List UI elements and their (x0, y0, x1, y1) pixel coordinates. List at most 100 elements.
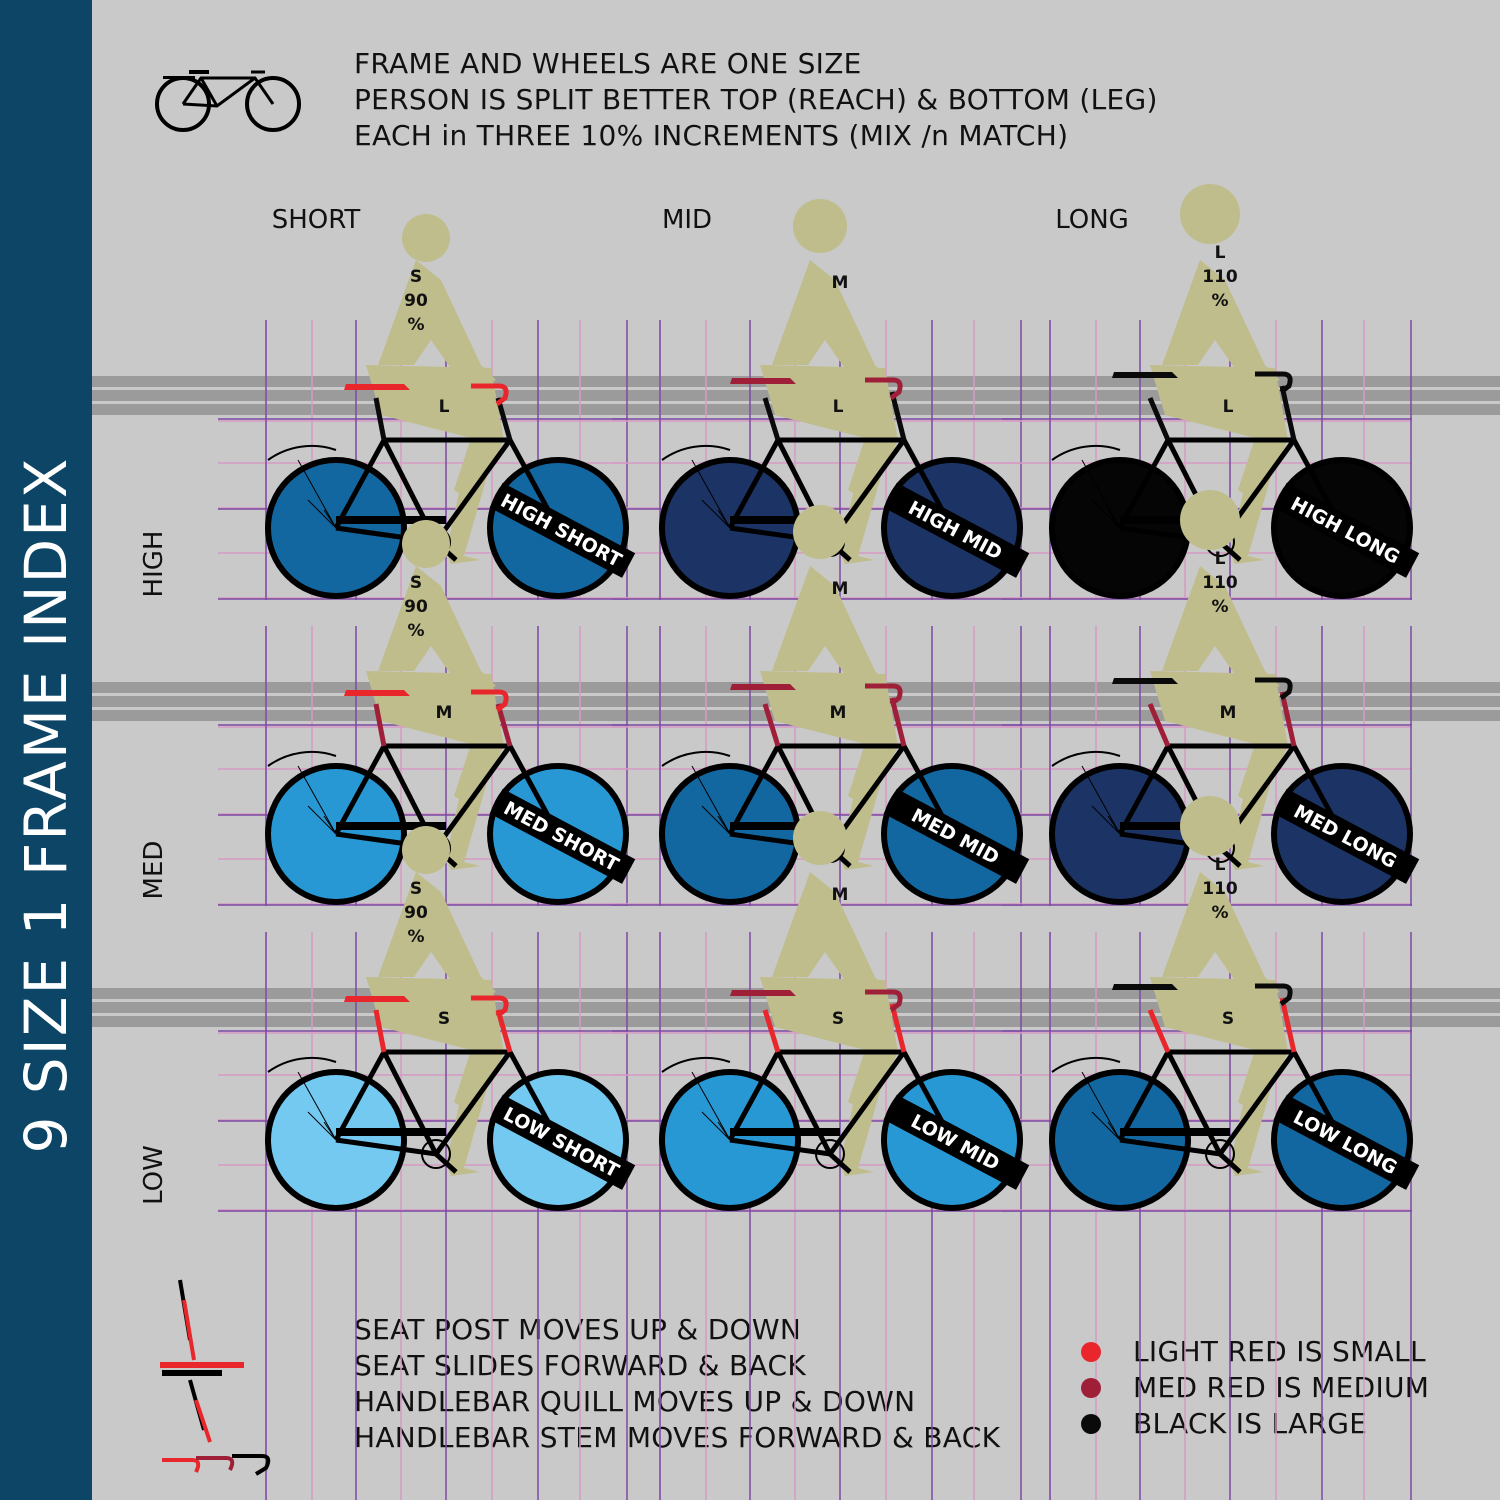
crank (421, 1139, 451, 1169)
handlebar (1255, 677, 1293, 700)
wheel-label-bg (883, 788, 1030, 884)
wheel-label-bg (489, 1094, 636, 1190)
handlebar-stem (889, 391, 907, 441)
crank (1205, 1139, 1235, 1169)
legend-label-large: BLACK IS LARGE (1133, 1407, 1368, 1440)
chain-guard (336, 516, 446, 524)
seat-post (762, 703, 781, 747)
chain-guard (1120, 516, 1230, 524)
torso-size-label: L (1215, 549, 1226, 569)
column-header: LONG (1055, 205, 1129, 235)
spoke (297, 765, 337, 835)
handlebar-stem (1279, 997, 1297, 1053)
frame-top (1117, 1049, 1345, 1142)
seat-post (1147, 397, 1171, 441)
wheel-label-bg (1273, 1094, 1420, 1190)
rider-leg (840, 744, 890, 870)
seat (344, 690, 410, 696)
pedal-arm (434, 1152, 458, 1174)
leg-size-label: L (1223, 397, 1234, 417)
rear-fender (661, 1057, 731, 1073)
handlebar-stem (889, 697, 907, 747)
seat-post (373, 703, 387, 747)
torso-size-label: M (832, 885, 849, 905)
wheel-label-bg (1273, 482, 1420, 578)
rider-head (793, 199, 847, 253)
seat-tube (775, 1050, 833, 1156)
chain-guard (336, 822, 446, 830)
handlebar-stem (1279, 691, 1297, 747)
icon-rack (163, 76, 195, 79)
row-header: HIGH (139, 531, 169, 598)
seat (344, 384, 410, 390)
torso-size-label: M (832, 273, 849, 293)
torso-size-label: S (410, 267, 422, 287)
seat-post (762, 1009, 781, 1053)
handlebar-stem (1279, 385, 1297, 441)
column-header: SHORT (272, 205, 361, 235)
handlebar (471, 383, 509, 406)
legend-label-medium: MED RED IS MEDIUM (1133, 1371, 1430, 1404)
row-header: LOW (139, 1145, 169, 1205)
torso-size-label: % (1211, 291, 1228, 311)
icon-seat-black (162, 1370, 222, 1376)
torso-size-label: 90 (404, 597, 428, 617)
torso-size-label: S (410, 879, 422, 899)
spoke (1081, 1071, 1121, 1141)
seat-post (762, 397, 781, 441)
rider-torso (772, 872, 890, 1002)
chain-guard (1120, 822, 1230, 830)
rider-head (402, 520, 450, 568)
wheel-label-bg (883, 1094, 1030, 1190)
rider-head (1180, 796, 1240, 856)
frame-top (333, 1049, 561, 1142)
rear-fender (1051, 1057, 1121, 1073)
icon-seat (189, 70, 209, 74)
torso-size-label: % (407, 621, 424, 641)
seat-tube (381, 1050, 439, 1156)
rider-torso (378, 872, 496, 1002)
icon-front-wheel (245, 76, 301, 132)
seat-post (373, 397, 387, 441)
spoke (323, 815, 337, 835)
torso-size-label: M (832, 579, 849, 599)
seat (730, 990, 796, 996)
row-header: MED (139, 841, 169, 900)
torso-size-label: L (1215, 855, 1226, 875)
rear-fender (267, 445, 337, 461)
spoke (1081, 459, 1121, 529)
icon-bar-large (232, 1454, 271, 1476)
rider-torso (378, 260, 496, 390)
spoke (297, 1071, 337, 1141)
spoke (1091, 805, 1121, 835)
spoke (1107, 815, 1121, 835)
seat (1112, 984, 1178, 990)
spoke (307, 1111, 337, 1141)
rider-leg (446, 1050, 496, 1176)
handlebar (865, 377, 903, 400)
leg-size-label: L (833, 397, 844, 417)
rider-torso (1162, 566, 1280, 696)
frame-top (727, 437, 955, 530)
icon-seat-red (160, 1362, 244, 1368)
seat (1112, 678, 1178, 684)
adjustment-line-3: HANDLEBAR QUILL MOVES UP & DOWN (354, 1385, 916, 1418)
chain-guard (730, 1128, 840, 1136)
spoke (323, 509, 337, 529)
spoke (691, 1071, 731, 1141)
icon-quill-red (194, 1399, 212, 1443)
torso-size-label: S (410, 573, 422, 593)
rear-fender (267, 751, 337, 767)
sidebar: 9 SIZE 1 FRAME INDEX (0, 0, 92, 1500)
leg-size-label: S (1222, 1009, 1234, 1029)
header-line-3: EACH in THREE 10% INCREMENTS (MIX /n MAT… (354, 119, 1069, 152)
rider-head (793, 505, 847, 559)
rider-head (793, 811, 847, 865)
